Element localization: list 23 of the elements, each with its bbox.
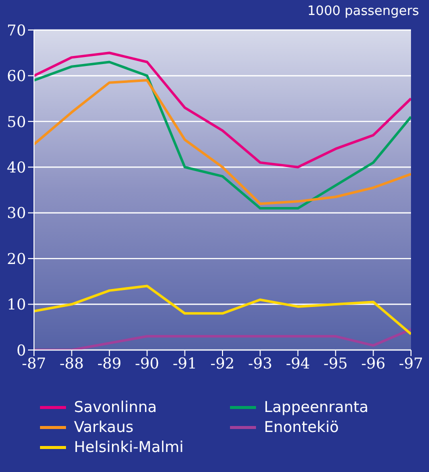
x-tick-label: -95 bbox=[324, 354, 348, 373]
legend-label: Enontekiö bbox=[264, 418, 339, 436]
legend-label: Helsinki-Malmi bbox=[74, 438, 184, 456]
y-tick-label: 60 bbox=[6, 67, 26, 86]
y-tick-label: 50 bbox=[6, 112, 26, 131]
text: 1000 passengers bbox=[307, 4, 419, 19]
x-tick-label: -94 bbox=[286, 354, 310, 373]
y-tick-label: 20 bbox=[6, 250, 26, 268]
y-tick-label: 10 bbox=[6, 296, 26, 314]
legend-label: Lappeenranta bbox=[264, 398, 368, 416]
legend-label: Savonlinna bbox=[74, 398, 157, 416]
y-tick-label: 70 bbox=[6, 21, 26, 40]
x-tick-label: -90 bbox=[135, 354, 160, 373]
x-tick-label: -97 bbox=[398, 354, 424, 373]
x-tick-label: -96 bbox=[361, 354, 386, 373]
x-tick-label: -88 bbox=[60, 354, 84, 373]
x-tick-label: -89 bbox=[97, 354, 122, 373]
x-tick-label: -93 bbox=[248, 354, 272, 373]
y-tick-label: 40 bbox=[6, 158, 26, 176]
x-tick-label: -91 bbox=[172, 354, 197, 373]
legend-label: Varkaus bbox=[74, 418, 134, 436]
y-tick-label: 30 bbox=[6, 204, 26, 222]
x-tick-label: -92 bbox=[210, 354, 235, 373]
